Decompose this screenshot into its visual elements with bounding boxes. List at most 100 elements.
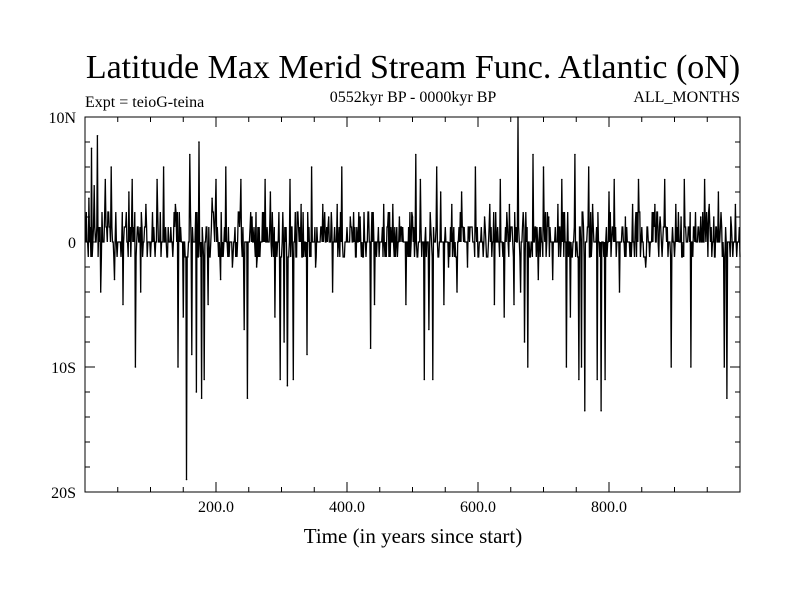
data-point	[96, 134, 99, 137]
data-point	[600, 409, 602, 412]
data-point	[670, 366, 673, 368]
data-point	[493, 303, 496, 306]
data-point	[286, 384, 289, 387]
data-point	[547, 216, 550, 218]
data-point	[723, 366, 726, 368]
data-point	[451, 203, 453, 206]
data-point	[240, 178, 242, 181]
data-point	[474, 166, 477, 168]
data-point	[659, 216, 661, 218]
data-point	[269, 191, 272, 193]
data-point	[726, 397, 728, 400]
data-point	[200, 397, 203, 400]
plot-area: 200.0 400.0 600.0 800.0 10N 0 10S 20S	[48, 110, 741, 516]
data-point	[310, 166, 313, 168]
data-point	[382, 203, 385, 206]
data-point	[414, 153, 417, 156]
data-point	[526, 366, 529, 368]
data-point	[443, 303, 445, 306]
data-point	[423, 378, 426, 381]
data-point	[488, 203, 491, 206]
series-line	[85, 116, 741, 480]
data-point	[713, 216, 715, 218]
data-point	[306, 353, 308, 356]
data-point	[207, 303, 209, 306]
data-point	[128, 191, 130, 193]
data-point	[503, 316, 506, 318]
data-point	[93, 184, 95, 187]
data-point	[177, 366, 179, 368]
data-point	[456, 291, 458, 293]
data-point	[243, 328, 245, 331]
data-point	[466, 266, 469, 268]
y-tick-label: 0	[68, 235, 76, 252]
data-point	[156, 178, 158, 181]
data-point	[644, 266, 647, 268]
data-point	[182, 316, 185, 318]
data-point	[174, 203, 177, 206]
data-point	[189, 153, 191, 156]
data-point	[349, 216, 352, 218]
data-point	[604, 378, 606, 381]
data-point	[654, 203, 656, 206]
data-point	[215, 178, 217, 181]
data-point	[398, 216, 401, 218]
data-point	[699, 216, 702, 218]
data-point	[532, 153, 534, 156]
data-point	[717, 191, 720, 193]
data-point	[225, 166, 227, 168]
data-point	[703, 178, 706, 181]
data-point	[134, 366, 137, 368]
data-point	[730, 216, 732, 218]
data-point	[162, 166, 165, 168]
data-point	[185, 478, 188, 481]
data-point	[219, 278, 222, 281]
data-point	[683, 178, 686, 181]
data-point	[90, 147, 93, 150]
data-point	[392, 203, 394, 206]
data-point	[608, 191, 610, 193]
chart-title: Latitude Max Merid Stream Func. Atlantic…	[86, 49, 740, 86]
data-point	[292, 378, 295, 381]
data-point	[542, 166, 545, 168]
data-point	[519, 291, 522, 293]
data-point	[104, 178, 107, 181]
data-point	[435, 166, 438, 168]
data-point	[690, 366, 692, 368]
y-tick-label: 20S	[51, 485, 76, 502]
data-point	[508, 203, 511, 206]
data-point	[255, 266, 258, 268]
data-point	[405, 303, 407, 306]
data-point	[190, 353, 193, 356]
data-point	[574, 153, 576, 156]
data-point	[631, 203, 634, 206]
data-point	[211, 197, 213, 200]
data-point	[251, 216, 253, 218]
data-point	[203, 378, 206, 381]
experiment-label: Expt = teioG-teina	[85, 94, 204, 111]
data-point	[327, 216, 330, 218]
data-point	[432, 378, 434, 381]
data-point	[523, 341, 526, 343]
data-point	[331, 291, 334, 293]
data-point	[336, 203, 338, 206]
data-point	[447, 266, 450, 268]
data-point	[680, 216, 682, 218]
data-point	[537, 278, 540, 281]
x-tick-label: 600.0	[460, 499, 496, 516]
data-point	[551, 278, 554, 281]
data-point	[283, 341, 285, 343]
data-point	[565, 366, 568, 368]
data-point	[624, 216, 627, 218]
data-point	[483, 216, 486, 218]
data-point	[675, 203, 677, 206]
data-point	[113, 278, 116, 281]
y-tick-label: 10S	[51, 360, 76, 377]
x-tick-label: 400.0	[329, 499, 365, 516]
data-point	[578, 378, 580, 381]
data-point	[587, 166, 590, 168]
data-point	[708, 203, 711, 206]
data-point	[618, 291, 621, 293]
data-point	[110, 166, 112, 168]
